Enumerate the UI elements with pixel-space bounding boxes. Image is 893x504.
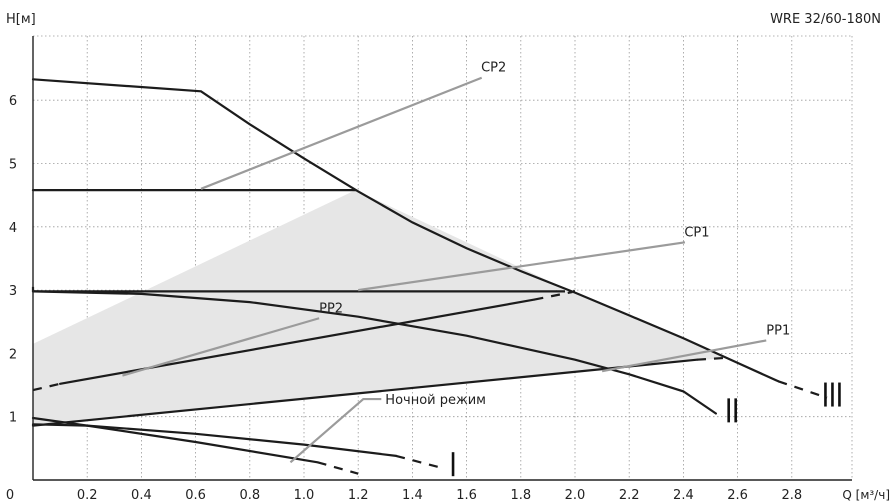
chart-title: WRE 32/60-180N — [770, 12, 881, 27]
annotation-cp1: CP1 — [684, 225, 709, 240]
leader-pp1 — [601, 339, 767, 373]
y-axis-label: H[м] — [6, 12, 36, 27]
x-tick-label: 0.4 — [131, 488, 152, 503]
x-tick-label: 2.4 — [673, 488, 694, 503]
curve-night-mode — [31, 416, 319, 464]
series-speed-III — [31, 78, 828, 399]
x-tick-label: 0.8 — [239, 488, 260, 503]
leader-night-mode — [289, 397, 382, 464]
leader-pp2 — [122, 317, 320, 377]
x-tick-label: 2.0 — [565, 488, 586, 503]
curve-speed-I-dash — [395, 454, 440, 469]
y-tick-label: 1 — [9, 411, 17, 426]
leader-cp2 — [200, 76, 483, 190]
series-night-mode — [31, 416, 359, 475]
series-PP1 — [31, 356, 727, 427]
x-tick-label: 0.6 — [185, 488, 206, 503]
annotation-night-mode: Ночной режим — [385, 393, 486, 408]
curve-PP2-dash — [534, 290, 573, 301]
x-tick-label: 2.2 — [619, 488, 640, 503]
y-tick-label: 4 — [9, 221, 17, 236]
x-tick-label: 2.8 — [781, 488, 802, 503]
curve-speed-III — [31, 78, 780, 383]
y-tick-label: 3 — [9, 284, 17, 299]
x-tick-label: 1.4 — [402, 488, 423, 503]
curve-speed-II — [31, 290, 717, 415]
operating-area — [33, 190, 727, 425]
operating-area-fill — [33, 190, 727, 425]
curve-PP1 — [31, 358, 699, 427]
annotation-cp2: CP2 — [481, 61, 506, 76]
x-axis-label: Q [м³/ч] — [842, 488, 890, 502]
x-tick-label: 1.2 — [348, 488, 369, 503]
chart-labels: H[м] WRE 32/60-180N Q [м³/ч] — [6, 12, 890, 502]
speed-labels — [451, 382, 841, 477]
curve-speed-III-dash — [777, 380, 828, 399]
series-speed-I — [31, 423, 440, 469]
leader-cp1 — [358, 241, 686, 292]
x-tick-label: 2.6 — [727, 488, 748, 503]
x-tick-label: 1.8 — [510, 488, 531, 503]
curve-PP1-dash — [696, 356, 727, 361]
curve-night-mode-dash — [317, 461, 359, 475]
tick-labels: 0 0.2 0.4 0.6 0.8 1.0 1.2 1.4 1.6 1.8 2.0 2.2 2.4 2.6… — [6, 94, 802, 503]
axes — [32, 36, 852, 481]
x-tick-label: 1.6 — [456, 488, 477, 503]
curves — [31, 78, 828, 475]
y-tick-label: 6 — [9, 94, 17, 109]
annotation-pp1: PP1 — [766, 323, 790, 338]
x-tick-label: 0 — [6, 488, 14, 503]
curve-speed-I — [31, 423, 398, 457]
y-tick-label: 5 — [9, 158, 17, 173]
speed-label-II — [727, 398, 737, 423]
curve-PP2-dash-start — [32, 382, 61, 392]
annotation-pp2: PP2 — [319, 301, 343, 316]
annotations: CP2 CP1 PP2 PP1 Ночной режим — [319, 61, 790, 408]
y-tick-label: 2 — [9, 347, 17, 362]
x-tick-label: 0.2 — [77, 488, 98, 503]
speed-label-III — [824, 382, 841, 407]
x-tick-label: 1.0 — [294, 488, 315, 503]
annotation-leaders — [122, 76, 767, 464]
